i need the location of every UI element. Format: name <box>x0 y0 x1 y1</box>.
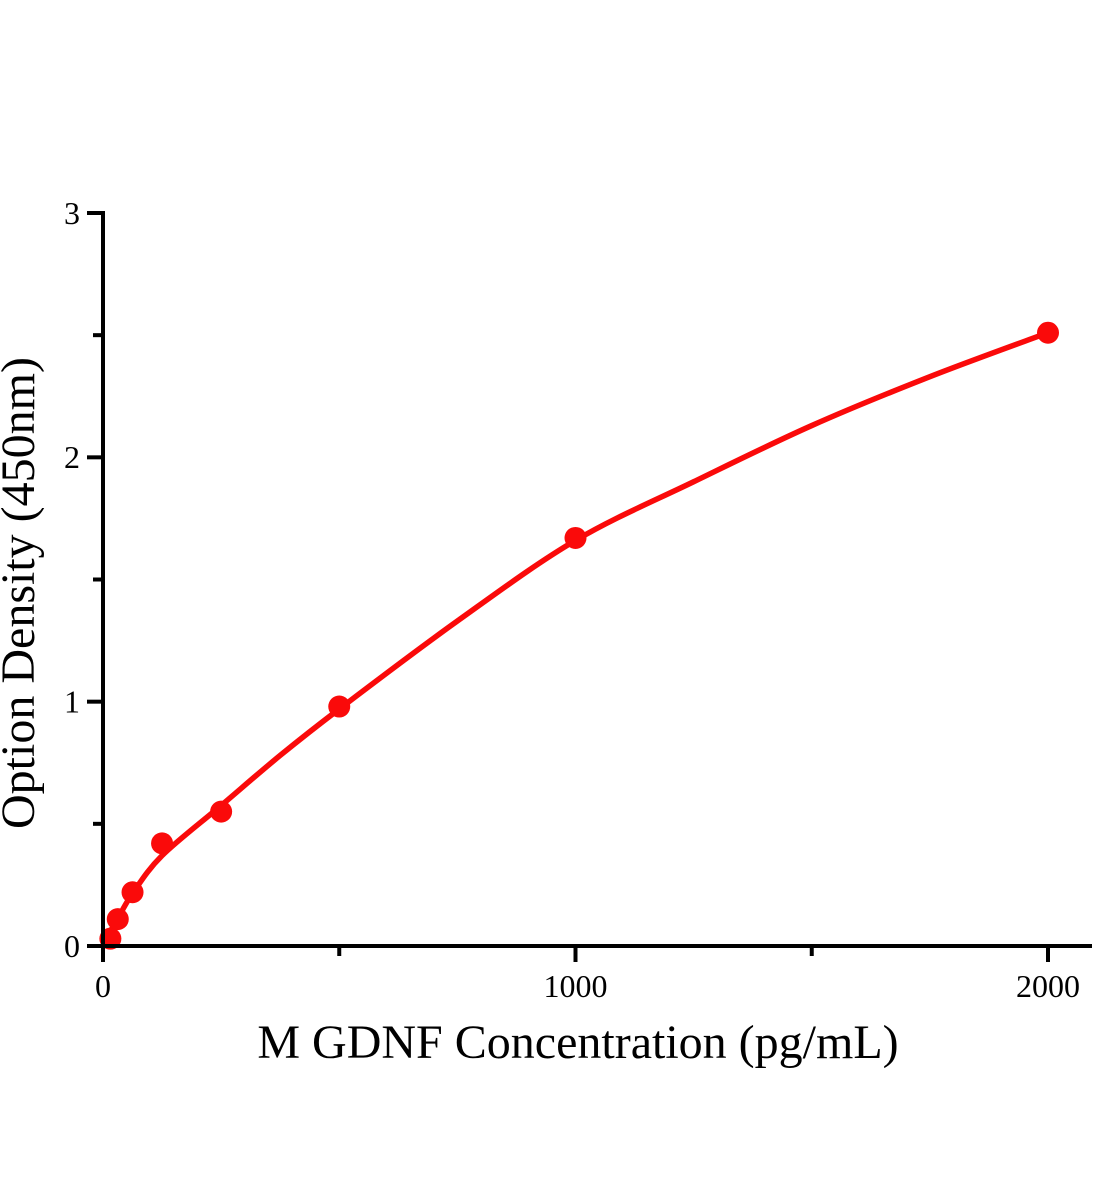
data-point <box>328 695 351 718</box>
series-layer <box>99 321 1059 950</box>
tick-labels-layer: 0 1000 2000 0 1 2 3 <box>64 195 1080 1004</box>
data-point <box>106 908 129 931</box>
y-tick-label: 1 <box>64 684 80 720</box>
y-tick-label: 0 <box>64 928 80 964</box>
axes-layer <box>87 211 1092 962</box>
y-axis-title: Option Density (450nm) <box>0 357 45 829</box>
y-tick-label: 2 <box>64 439 80 475</box>
data-point <box>151 832 174 855</box>
y-tick-label: 3 <box>64 195 80 231</box>
x-axis-title: M GDNF Concentration (pg/mL) <box>257 1016 898 1069</box>
data-point <box>564 526 587 549</box>
data-point <box>1037 321 1059 344</box>
x-tick-label: 2000 <box>1016 968 1080 1004</box>
x-tick-label: 1000 <box>544 968 608 1004</box>
x-tick-label: 0 <box>95 968 111 1004</box>
fit-curve <box>100 329 1051 949</box>
data-point <box>121 881 144 904</box>
data-point <box>210 800 233 823</box>
